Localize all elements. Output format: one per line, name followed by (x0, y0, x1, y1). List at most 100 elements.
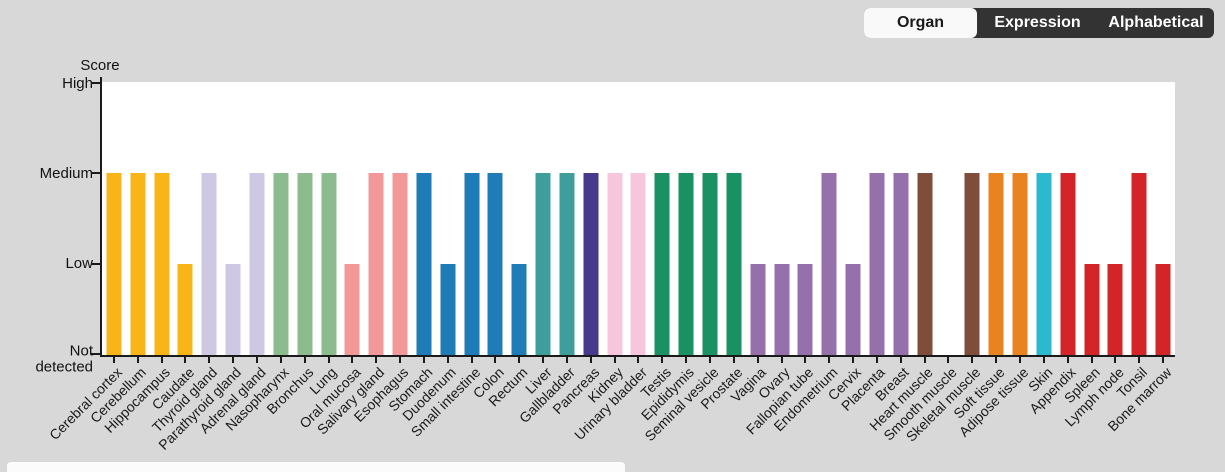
x-tick (709, 357, 712, 363)
bar-nasopharynx[interactable] (273, 173, 289, 355)
x-tick (470, 357, 473, 363)
bar-kidney[interactable] (607, 173, 623, 355)
bar-slot (1103, 82, 1127, 363)
x-tick (1018, 357, 1021, 363)
bar-duodenum[interactable] (440, 264, 456, 355)
x-tick (542, 357, 545, 363)
bar-small-intestine[interactable] (464, 173, 480, 355)
bar-adipose-tissue[interactable] (1012, 173, 1028, 355)
bar-rectum[interactable] (511, 264, 527, 355)
bar-cervix[interactable] (845, 264, 861, 355)
bar-slot (722, 82, 746, 363)
bar-fallopian-tube[interactable] (797, 264, 813, 355)
bar-bone-marrow[interactable] (1155, 264, 1171, 355)
bar-prostate[interactable] (726, 173, 742, 355)
x-tick (255, 357, 258, 363)
bar-liver[interactable] (535, 173, 551, 355)
x-tick (947, 357, 950, 363)
bar-placenta[interactable] (869, 173, 885, 355)
bar-bronchus[interactable] (297, 173, 313, 355)
bar-slot (579, 82, 603, 363)
toggle-expression[interactable]: Expression (977, 8, 1098, 38)
bar-esophagus[interactable] (392, 173, 408, 355)
x-tick (1066, 357, 1069, 363)
bar-salivary-gland[interactable] (368, 173, 384, 355)
x-tick (518, 357, 521, 363)
bar-slot (674, 82, 698, 363)
x-tick (279, 357, 282, 363)
bar-skeletal-muscle[interactable] (964, 173, 980, 355)
x-tick (232, 357, 235, 363)
x-tick (780, 357, 783, 363)
bar-skin[interactable] (1036, 173, 1052, 355)
bar-parathyroid-gland[interactable] (225, 264, 241, 355)
x-tick (756, 357, 759, 363)
x-tick (208, 357, 211, 363)
y-tick-label-low: Low (65, 255, 93, 273)
bar-spleen[interactable] (1084, 264, 1100, 355)
bar-urinary-bladder[interactable] (630, 173, 646, 355)
bar-hippocampus[interactable] (154, 173, 170, 355)
bar-cerebellum[interactable] (130, 173, 146, 355)
y-tick-label-high: High (62, 75, 93, 93)
bar-slot (841, 82, 865, 363)
bar-slot (293, 82, 317, 363)
x-tick (875, 357, 878, 363)
bar-lymph-node[interactable] (1107, 264, 1123, 355)
bar-oral-mucosa[interactable] (344, 264, 360, 355)
bar-slot (484, 82, 508, 363)
y-tick (91, 172, 101, 174)
bar-tonsil[interactable] (1131, 173, 1147, 355)
bar-slot (436, 82, 460, 363)
bar-caudate[interactable] (177, 264, 193, 355)
bar-adrenal-gland[interactable] (249, 173, 265, 355)
bar-colon[interactable] (487, 173, 503, 355)
bar-slot (317, 82, 341, 363)
bar-seminal-vesicle[interactable] (702, 173, 718, 355)
x-tick (136, 357, 139, 363)
bar-slot (340, 82, 364, 363)
bar-gallbladder[interactable] (559, 173, 575, 355)
bar-ovary[interactable] (774, 264, 790, 355)
bar-heart-muscle[interactable] (917, 173, 933, 355)
bar-lung[interactable] (321, 173, 337, 355)
x-tick (923, 357, 926, 363)
bar-slot (174, 82, 198, 363)
bar-stomach[interactable] (416, 173, 432, 355)
x-tick (637, 357, 640, 363)
bar-slot (817, 82, 841, 363)
y-axis-line (100, 77, 102, 357)
bar-slot (1151, 82, 1175, 363)
bar-slot (245, 82, 269, 363)
x-tick (422, 357, 425, 363)
bar-pancreas[interactable] (583, 173, 599, 355)
x-tick (303, 357, 306, 363)
bar-cerebral-cortex[interactable] (106, 173, 122, 355)
bar-breast[interactable] (893, 173, 909, 355)
toggle-organ[interactable]: Organ (864, 8, 977, 38)
y-tick (91, 263, 101, 265)
bar-slot (531, 82, 555, 363)
bar-soft-tissue[interactable] (988, 173, 1004, 355)
x-tick (971, 357, 974, 363)
bar-appendix[interactable] (1060, 173, 1076, 355)
bar-slot (197, 82, 221, 363)
bar-slot (770, 82, 794, 363)
bar-slot (1080, 82, 1104, 363)
bar-slot (555, 82, 579, 363)
toggle-alphabetical[interactable]: Alphabetical (1098, 8, 1214, 38)
bar-vagina[interactable] (750, 264, 766, 355)
bar-thyroid-gland[interactable] (201, 173, 217, 355)
x-tick (1162, 357, 1165, 363)
x-tick (828, 357, 831, 363)
bar-slot (388, 82, 412, 363)
y-tick (91, 82, 101, 84)
x-label-slot: Bone marrow (1104, 363, 1175, 468)
bar-endometrium[interactable] (821, 173, 837, 355)
bar-testis[interactable] (654, 173, 670, 355)
x-tick (399, 357, 402, 363)
sort-toggle-group: Organ Expression Alphabetical (864, 8, 1214, 38)
y-axis-title: Score (80, 57, 120, 74)
bar-epididymis[interactable] (678, 173, 694, 355)
bar-slot (126, 82, 150, 363)
